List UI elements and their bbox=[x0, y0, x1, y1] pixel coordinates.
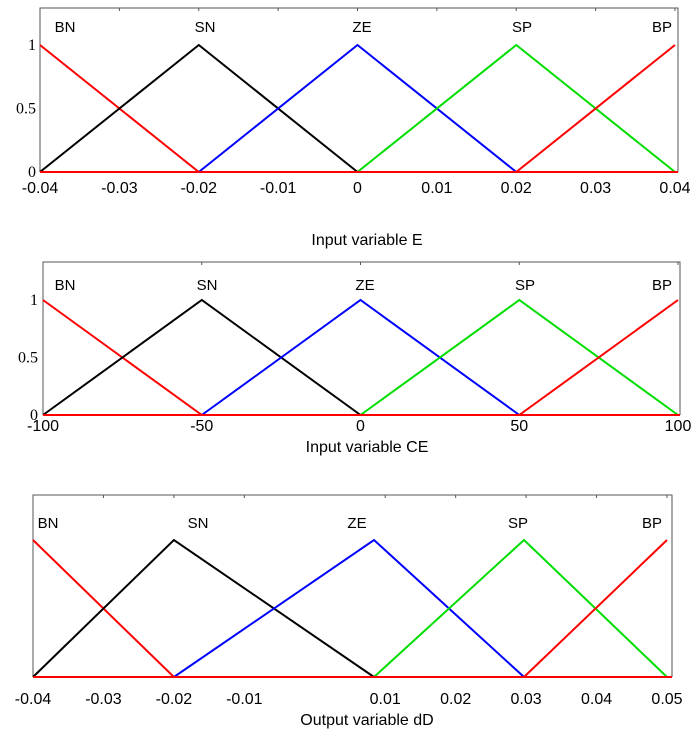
series-label-bn: BN bbox=[55, 19, 76, 36]
series-label-sn: SN bbox=[195, 19, 216, 36]
x-tick-label: 0.04 bbox=[659, 180, 690, 197]
series-label-sn: SN bbox=[188, 515, 209, 532]
series-label-sp: SP bbox=[508, 515, 528, 532]
y-tick-label: 0.5 bbox=[18, 350, 38, 367]
chart-3: BN SN ZE SP BP -0.04 -0.03 -0.02 -0.01 0.01 0.02 0.… bbox=[15, 494, 683, 729]
series-bn-line bbox=[32, 539, 667, 678]
series-label-bn: BN bbox=[55, 277, 76, 294]
x-axis-label: Input variable CE bbox=[306, 439, 429, 456]
x-tick-label: 0 bbox=[353, 180, 362, 197]
x-tick-label: -0.02 bbox=[181, 180, 218, 197]
series-bp-line bbox=[515, 44, 676, 173]
series-sp-line bbox=[359, 298, 679, 416]
y-tick-label: 0.5 bbox=[16, 101, 36, 118]
series-bn-line bbox=[42, 299, 678, 416]
x-tick-label: -0.04 bbox=[15, 691, 52, 708]
x-tick-label: 0.02 bbox=[440, 691, 471, 708]
series-label-bp: BP bbox=[652, 277, 672, 294]
x-tick-label: -0.02 bbox=[156, 691, 193, 708]
x-tick-label: 0.03 bbox=[511, 691, 542, 708]
x-tick-label: -0.03 bbox=[101, 180, 138, 197]
x-axis-label: Output variable dD bbox=[300, 712, 433, 729]
x-tick-label: 0.02 bbox=[501, 180, 532, 197]
x-tick-label: 0.05 bbox=[651, 691, 682, 708]
series-label-sp: SP bbox=[515, 277, 535, 294]
plot-frame bbox=[32, 494, 673, 677]
series-label-ze: ZE bbox=[347, 515, 366, 532]
plot-frame bbox=[39, 7, 679, 172]
series-label-bp: BP bbox=[652, 19, 672, 36]
x-tick-label: -0.01 bbox=[260, 180, 297, 197]
series-sn-line bbox=[39, 43, 359, 173]
series-ze-line bbox=[198, 43, 517, 173]
series-bp-line bbox=[518, 299, 679, 416]
series-label-ze: ZE bbox=[355, 277, 374, 294]
x-axis-label: Input variable E bbox=[311, 232, 422, 249]
x-tick-label: 0.01 bbox=[421, 180, 452, 197]
series-label-bp: BP bbox=[642, 515, 662, 532]
series-sn-line bbox=[32, 538, 375, 678]
series-sp-line bbox=[373, 538, 668, 678]
series-label-ze: ZE bbox=[352, 19, 371, 36]
x-tick-label: -0.04 bbox=[22, 180, 59, 197]
series-bn-line bbox=[39, 44, 675, 173]
series-label-bn: BN bbox=[38, 515, 59, 532]
chart-1: BN SN ZE SP BP -0.04 -0.03 -0.02 -0.01 0 0.01 0.02 0… bbox=[16, 7, 691, 249]
series-bp-line bbox=[523, 539, 668, 678]
y-tick-label: 0 bbox=[30, 407, 38, 424]
y-tick-label: 1 bbox=[30, 292, 38, 309]
x-tick-label: 0 bbox=[356, 418, 365, 435]
series-ze-line bbox=[201, 298, 520, 416]
x-tick-label: 0.01 bbox=[370, 691, 401, 708]
x-tick-label: -100 bbox=[27, 418, 59, 435]
series-sn-line bbox=[42, 298, 362, 416]
y-tick-label: 1 bbox=[28, 37, 36, 54]
x-tick-label: 50 bbox=[510, 418, 528, 435]
x-tick-label: 0.03 bbox=[580, 180, 611, 197]
x-tick-label: -0.03 bbox=[85, 691, 122, 708]
series-label-sp: SP bbox=[512, 19, 532, 36]
series-sp-line bbox=[356, 43, 676, 173]
x-tick-label: 0.04 bbox=[581, 691, 612, 708]
series-ze-line bbox=[173, 538, 525, 678]
series-label-sn: SN bbox=[197, 277, 218, 294]
x-tick-label: -50 bbox=[190, 418, 213, 435]
chart-2: BN SN ZE SP BP -100 -50 0 50 100 0 0.5 1 Input variab… bbox=[18, 261, 692, 456]
plot-frame bbox=[42, 261, 681, 415]
y-tick-label: 0 bbox=[28, 164, 36, 181]
x-tick-label: -0.01 bbox=[226, 691, 263, 708]
x-tick-label: 100 bbox=[665, 418, 692, 435]
